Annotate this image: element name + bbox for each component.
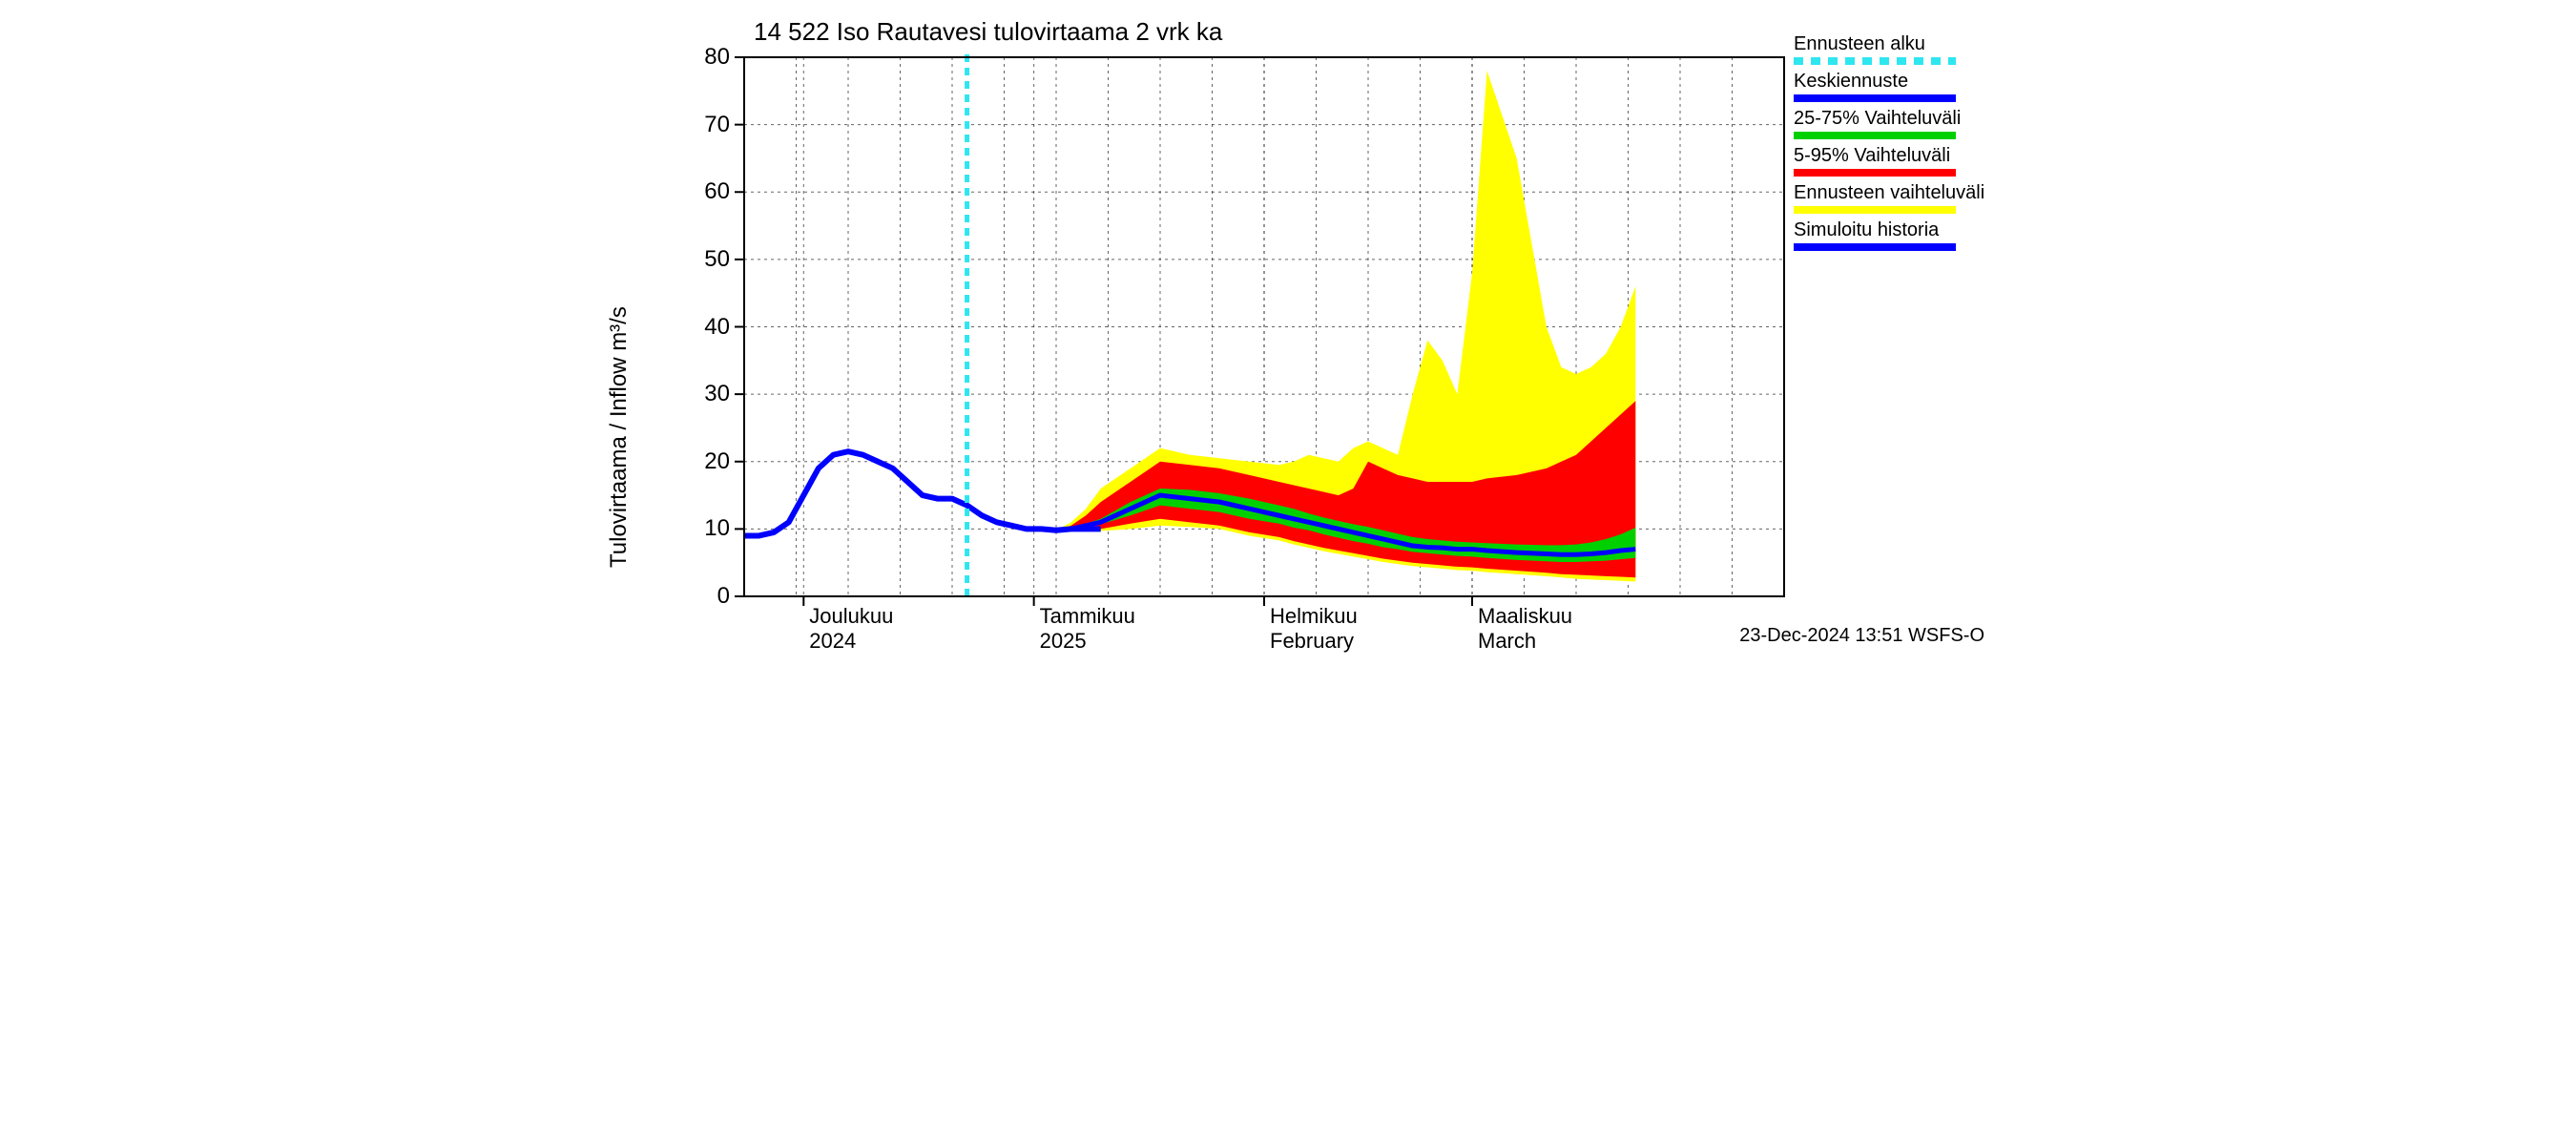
legend-label: Simuloitu historia: [1794, 219, 1984, 241]
legend-item: 5-95% Vaihteluväli: [1794, 145, 1984, 177]
legend-swatch: [1794, 243, 1956, 251]
legend-item: Simuloitu historia: [1794, 219, 1984, 251]
legend-swatch: [1794, 206, 1956, 214]
chart-container: 14 522 Iso Rautavesi tulovirtaama 2 vrk …: [572, 0, 2004, 668]
legend-swatch: [1794, 57, 1956, 65]
legend-label: 5-95% Vaihteluväli: [1794, 145, 1984, 167]
legend-label: Ennusteen alku: [1794, 33, 1984, 55]
legend-label: Ennusteen vaihteluväli: [1794, 182, 1984, 204]
plot-area: [572, 0, 2004, 668]
legend-item: Keskiennuste: [1794, 71, 1984, 102]
legend-item: Ennusteen alku: [1794, 33, 1984, 65]
legend-item: 25-75% Vaihteluväli: [1794, 108, 1984, 139]
legend-swatch: [1794, 132, 1956, 139]
legend-swatch: [1794, 94, 1956, 102]
legend-label: 25-75% Vaihteluväli: [1794, 108, 1984, 130]
legend-item: Ennusteen vaihteluväli: [1794, 182, 1984, 214]
legend-swatch: [1794, 169, 1956, 177]
footer-timestamp: 23-Dec-2024 13:51 WSFS-O: [1739, 625, 1984, 647]
legend-label: Keskiennuste: [1794, 71, 1984, 93]
legend: Ennusteen alku Keskiennuste 25-75% Vaihtel…: [1794, 33, 1984, 257]
